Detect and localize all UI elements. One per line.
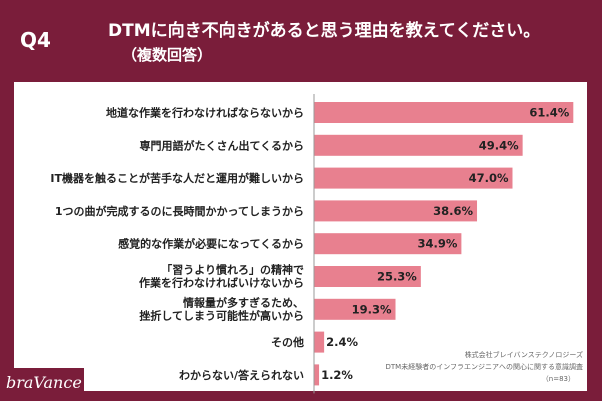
question-title: DTMに向き不向きがあると思う理由を教えてください。 — [108, 21, 541, 41]
source-sample-size: （n=83） — [542, 375, 575, 383]
category-label-7-line-2: 挫折してしまう可能性が高いから — [139, 308, 304, 322]
source-survey: DTM未経験者のインフラエンジニアへの関心に関する意識調査 — [386, 362, 584, 371]
category-label-1: 地道な作業を行わなければならないから — [106, 106, 304, 120]
chart-panel — [14, 82, 587, 391]
value-label-2: 49.4% — [479, 138, 519, 152]
value-label-5: 34.9% — [417, 237, 457, 251]
value-label-9: 1.2% — [321, 368, 353, 382]
source-company: 株式会社ブレイバンステクノロジーズ — [465, 350, 583, 359]
bar-3 — [314, 167, 513, 189]
brand-logo: braVance — [6, 373, 82, 392]
question-number: Q4 — [20, 28, 51, 52]
category-label-6-line-1: 「習うより慣れろ」の精神で — [161, 263, 304, 277]
value-label-4: 38.6% — [433, 204, 473, 218]
category-label-5: 感覚的な作業が必要になってくるから — [118, 237, 304, 251]
category-label-9: わからない/答えられない — [179, 368, 304, 382]
bar-5 — [314, 233, 462, 255]
value-label-6: 25.3% — [377, 270, 417, 284]
question-subtitle: （複数回答） — [122, 46, 213, 64]
header: Q4 DTMに向き不向きがあると思う理由を教えてください。 （複数回答） — [0, 0, 602, 82]
brand-logo-box — [0, 368, 84, 401]
bar-2 — [314, 134, 523, 156]
category-label-2: 専門用語がたくさん出てくるから — [140, 138, 304, 152]
value-label-7: 19.3% — [352, 302, 392, 316]
bar-9 — [314, 364, 320, 386]
bar-7 — [314, 298, 396, 320]
bar-6 — [314, 266, 421, 287]
value-label-8: 2.4% — [326, 335, 358, 349]
value-label-1: 61.4% — [529, 106, 569, 120]
category-label-6-line-2: 作業を行わなければいけないから — [139, 276, 304, 290]
category-label-8: その他 — [271, 335, 304, 349]
category-label-7-line-1: 情報量が多すぎるため、 — [183, 295, 304, 309]
category-label-3: IT機器を触ることが苦手な人だと運用が難しいから — [50, 171, 304, 185]
bar-4 — [314, 200, 478, 222]
bar-8 — [314, 331, 325, 353]
category-label-4: 1つの曲が完成するのに長時間かかってしまうから — [55, 204, 304, 218]
value-label-3: 47.0% — [469, 171, 509, 185]
bar-1 — [314, 102, 574, 123]
